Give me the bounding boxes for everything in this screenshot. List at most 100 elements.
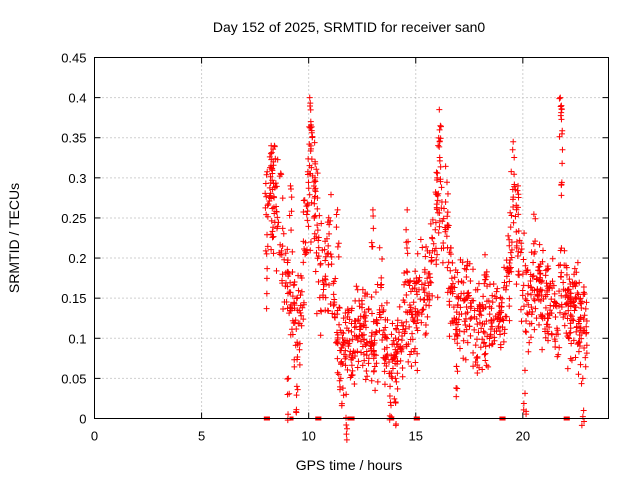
data-point	[568, 357, 575, 364]
data-point	[392, 346, 399, 353]
data-point	[560, 314, 567, 321]
data-point	[322, 307, 329, 314]
data-point	[326, 230, 333, 237]
data-point	[368, 377, 375, 384]
data-point	[503, 257, 510, 264]
data-point	[576, 279, 583, 286]
data-point	[262, 247, 269, 254]
data-point	[335, 240, 342, 247]
data-point	[443, 179, 450, 186]
data-point	[561, 247, 568, 254]
data-point	[551, 290, 558, 297]
data-point	[294, 339, 301, 346]
data-point	[537, 271, 544, 278]
data-point	[563, 330, 570, 337]
data-point	[347, 348, 354, 355]
data-point	[462, 356, 469, 363]
data-point	[410, 299, 417, 306]
data-point	[532, 215, 539, 222]
data-point	[334, 340, 341, 347]
data-point	[336, 321, 343, 328]
data-point	[570, 299, 577, 306]
data-point	[558, 105, 565, 112]
data-point	[393, 378, 400, 385]
data-point	[510, 219, 517, 226]
data-point	[396, 303, 403, 310]
data-point	[508, 246, 515, 253]
data-point	[315, 234, 322, 241]
data-point	[578, 422, 585, 429]
data-point	[302, 239, 309, 246]
data-point	[382, 334, 389, 341]
data-point	[471, 326, 478, 333]
data-point	[406, 323, 413, 330]
data-point	[291, 363, 298, 370]
data-point	[527, 334, 534, 341]
data-point	[521, 303, 528, 310]
data-point	[336, 304, 343, 311]
data-point	[460, 355, 467, 362]
data-point	[453, 363, 460, 370]
data-point	[388, 331, 395, 338]
data-point	[433, 261, 440, 268]
data-point	[573, 328, 580, 335]
data-point	[263, 193, 270, 200]
data-point	[473, 336, 480, 343]
data-point	[304, 208, 311, 215]
data-point	[286, 212, 293, 219]
data-point	[444, 213, 451, 220]
data-point	[534, 293, 541, 300]
data-point	[360, 313, 367, 320]
data-point	[351, 332, 358, 339]
data-point	[328, 191, 335, 198]
data-point	[458, 278, 465, 285]
data-point	[572, 304, 579, 311]
data-point	[436, 126, 443, 133]
data-point	[530, 259, 537, 266]
data-point	[522, 262, 529, 269]
data-point	[464, 339, 471, 346]
data-point	[557, 309, 564, 316]
data-point	[455, 278, 462, 285]
data-point	[386, 412, 393, 419]
y-tick-label: 0.25	[61, 211, 86, 226]
data-point	[296, 340, 303, 347]
data-point	[356, 297, 363, 304]
data-point	[454, 340, 461, 347]
data-point	[476, 364, 483, 371]
data-point	[312, 188, 319, 195]
data-point	[357, 338, 364, 345]
y-tick-label: 0.1	[68, 331, 86, 346]
data-point	[530, 240, 537, 247]
data-point	[523, 411, 530, 418]
data-point	[307, 247, 314, 254]
data-point	[581, 327, 588, 334]
data-point	[285, 411, 292, 418]
data-point	[552, 314, 559, 321]
data-point	[583, 350, 590, 357]
data-point	[376, 327, 383, 334]
data-point	[360, 322, 367, 329]
data-point	[542, 272, 549, 279]
data-point	[361, 321, 368, 328]
data-point	[334, 243, 341, 250]
data-point	[369, 243, 376, 250]
data-point	[386, 370, 393, 377]
data-point	[288, 208, 295, 215]
data-point	[322, 238, 329, 245]
data-point	[313, 310, 320, 317]
data-point	[339, 334, 346, 341]
data-point	[422, 253, 429, 260]
data-point	[552, 299, 559, 306]
data-point	[389, 341, 396, 348]
data-point	[306, 191, 313, 198]
data-point	[463, 274, 470, 281]
data-point	[564, 333, 571, 340]
data-point	[487, 326, 494, 333]
data-point	[510, 194, 517, 201]
data-point	[567, 311, 574, 318]
x-tick-label: 5	[198, 429, 205, 444]
data-point	[306, 94, 313, 101]
data-point	[266, 197, 273, 204]
data-point	[342, 319, 349, 326]
